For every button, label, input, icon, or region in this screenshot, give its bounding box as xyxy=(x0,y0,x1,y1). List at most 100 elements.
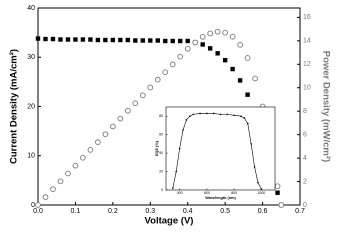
y-axis-label: EQE (%) xyxy=(155,140,159,156)
current-point xyxy=(222,58,228,63)
power-point xyxy=(139,92,146,99)
y2-axis-label: Power Density (mW/cm²) xyxy=(320,51,331,162)
y-tick-label: 40 xyxy=(159,151,163,155)
power-point xyxy=(162,69,169,76)
power-point xyxy=(65,170,71,177)
x-tick-label: 1000 xyxy=(257,191,265,195)
current-point xyxy=(215,51,220,56)
current-point xyxy=(80,37,86,42)
eqe-point xyxy=(206,112,208,115)
x-tick-label: 0.4 xyxy=(183,208,193,215)
current-point xyxy=(103,37,108,43)
current-point xyxy=(230,66,235,72)
eqe-point xyxy=(260,188,263,190)
plot-frame xyxy=(165,106,276,191)
current-point xyxy=(148,38,153,43)
power-point xyxy=(222,29,228,36)
y-axis-label: Current Density (mA/cm²) xyxy=(9,49,20,164)
current-point xyxy=(110,37,116,43)
power-point xyxy=(199,33,206,40)
x-tick-label: 0.1 xyxy=(71,208,81,215)
power-point xyxy=(147,84,154,91)
x-tick-label: 0.0 xyxy=(33,208,43,215)
current-point xyxy=(155,38,160,43)
eqe-point xyxy=(253,166,256,168)
x-tick-label: 800 xyxy=(231,191,237,195)
y2-tick-label: 12 xyxy=(303,61,311,68)
y2-tick-label: 14 xyxy=(303,38,311,45)
eqe-point xyxy=(246,122,249,125)
power-point xyxy=(278,202,285,208)
current-point xyxy=(95,37,101,43)
power-point xyxy=(229,33,236,40)
eqe-point xyxy=(219,113,222,116)
y2-tick-label: 0 xyxy=(303,202,307,209)
power-point xyxy=(214,28,221,35)
y2-tick-label: 16 xyxy=(303,14,311,21)
current-point xyxy=(275,190,280,195)
current-point xyxy=(245,92,250,97)
eqe-point xyxy=(185,119,188,121)
current-point xyxy=(73,37,78,42)
y-tick-label: 0 xyxy=(31,202,35,209)
current-point xyxy=(170,38,175,44)
x-tick-label: 400 xyxy=(177,191,183,195)
eqe-point xyxy=(182,129,184,131)
current-point xyxy=(237,78,243,83)
x-axis-label: Wavelength (nm) xyxy=(205,196,236,200)
current-point xyxy=(207,46,213,51)
eqe-point xyxy=(212,112,215,115)
power-point xyxy=(42,194,49,200)
eqe-point xyxy=(172,187,174,189)
power-point xyxy=(237,41,243,48)
current-point xyxy=(58,37,63,42)
eqe-point xyxy=(226,113,229,116)
y-tick-label: 20 xyxy=(27,103,35,110)
power-point xyxy=(95,139,101,145)
current-point xyxy=(140,38,145,43)
power-point xyxy=(207,30,214,37)
y-tick-label: 60 xyxy=(159,133,163,137)
current-point xyxy=(35,36,41,41)
power-point xyxy=(110,123,116,130)
x-axis-label: Voltage (V) xyxy=(145,216,194,227)
power-point xyxy=(50,186,56,193)
power-point xyxy=(169,61,176,68)
power-point xyxy=(132,100,139,107)
power-point xyxy=(72,162,79,169)
y-tick-label: 0 xyxy=(161,188,163,192)
current-point xyxy=(65,37,71,42)
eqe-line xyxy=(172,113,262,190)
y-tick-label: 30 xyxy=(27,54,35,61)
eqe-point xyxy=(189,115,191,118)
current-point xyxy=(50,36,56,42)
x-tick-label: 0.2 xyxy=(108,208,118,215)
current-point xyxy=(118,37,123,43)
current-point xyxy=(178,38,183,44)
power-point xyxy=(117,115,124,122)
power-point xyxy=(274,183,281,190)
y2-tick-label: 4 xyxy=(303,155,307,162)
current-point xyxy=(185,38,190,44)
y2-tick-label: 6 xyxy=(303,131,307,138)
eqe-point xyxy=(240,115,242,118)
eqe-point xyxy=(233,114,235,117)
current-point xyxy=(88,37,93,42)
current-point xyxy=(125,37,131,43)
y2-tick-label: 2 xyxy=(303,178,307,185)
eqe-point xyxy=(192,113,195,116)
x-tick-label: 0.3 xyxy=(145,208,155,215)
x-tick-label: 0.7 xyxy=(295,208,305,215)
current-point xyxy=(163,38,168,44)
y-tick-label: 40 xyxy=(27,5,35,12)
power-point xyxy=(124,107,131,114)
power-point xyxy=(87,147,94,153)
current-point xyxy=(43,36,48,42)
y2-tick-label: 10 xyxy=(303,85,311,92)
eqe-point xyxy=(250,143,252,145)
eqe-point xyxy=(243,117,246,119)
y-tick-label: 80 xyxy=(159,114,163,118)
eqe-point xyxy=(178,147,181,150)
y-tick-label: 20 xyxy=(159,169,163,173)
